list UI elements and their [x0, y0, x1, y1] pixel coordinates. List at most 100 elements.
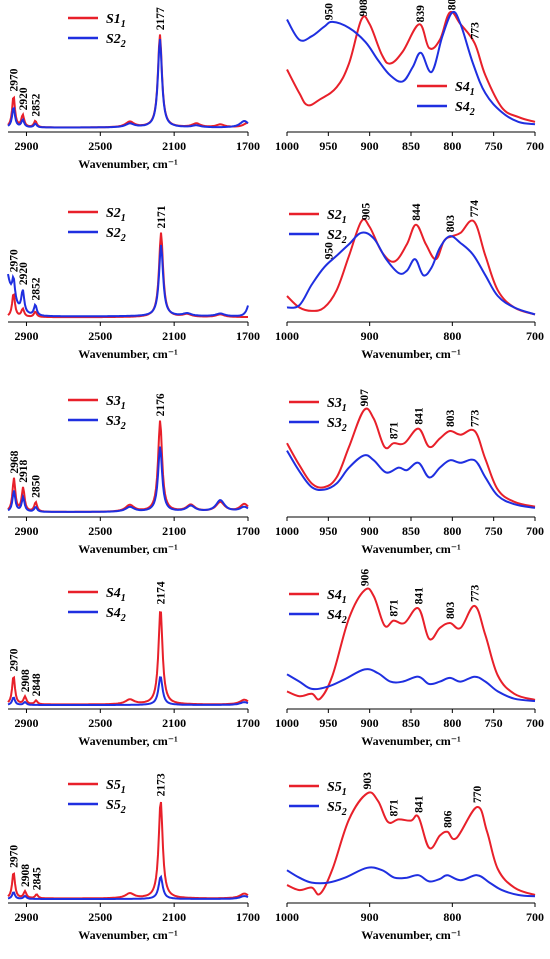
x-tick-label: 2500 — [88, 910, 112, 924]
x-tick-label: 1700 — [236, 910, 260, 924]
peak-label: 907 — [359, 389, 371, 407]
spectrum-panel: 2900 2500 2100 1700 Wavenumber, cm⁻¹ S11 S22 29… — [7, 7, 260, 171]
x-axis-label: Wavenumber, cm⁻¹ — [361, 347, 461, 361]
peak-label: 950 — [323, 3, 335, 21]
peak-label: 2171 — [156, 205, 168, 228]
peak-label: 908 — [358, 0, 370, 17]
x-axis-label: Wavenumber, cm⁻¹ — [78, 928, 178, 942]
x-tick-label: 2900 — [14, 329, 38, 343]
x-tick-label: 1700 — [236, 716, 260, 730]
peak-label: 950 — [323, 242, 335, 260]
x-tick-label: 900 — [361, 139, 379, 153]
series-line — [286, 587, 536, 701]
legend-label: S42 — [106, 606, 126, 624]
legend-label: S22 — [106, 226, 126, 244]
peak-label: 2176 — [155, 393, 167, 416]
peak-label: 2970 — [9, 648, 21, 671]
x-tick-label: 700 — [526, 139, 544, 153]
peak-label: 2850 — [31, 475, 43, 498]
peak-label: 806 — [442, 810, 454, 828]
spectrum-panel: 1000 900 800 700 Wavenumber, cm⁻¹ S51 S52 903 87… — [275, 772, 544, 942]
x-tick-label: 900 — [361, 716, 379, 730]
series-line — [286, 10, 536, 123]
peak-label: 841 — [413, 407, 425, 425]
series-line — [286, 10, 536, 126]
x-tick-label: 2900 — [14, 139, 38, 153]
series-line — [7, 676, 249, 706]
x-axis-label: Wavenumber, cm⁻¹ — [361, 928, 461, 942]
series-line — [286, 450, 536, 509]
series-line — [7, 232, 248, 319]
x-tick-label: 1700 — [236, 329, 260, 343]
x-tick-label: 750 — [485, 524, 503, 538]
peak-label: 770 — [472, 785, 484, 803]
series-line — [286, 407, 536, 508]
series-line — [7, 39, 249, 129]
x-tick-label: 700 — [526, 716, 544, 730]
peak-label: 773 — [470, 22, 482, 40]
x-tick-label: 1700 — [236, 139, 260, 153]
peak-label: 839 — [415, 5, 427, 23]
peak-label: 2173 — [156, 773, 168, 796]
peak-label: 774 — [469, 200, 481, 218]
peak-label: 871 — [389, 599, 401, 617]
series-line — [7, 801, 249, 900]
legend-label: S41 — [106, 586, 126, 604]
peak-label: 2918 — [18, 460, 30, 483]
peak-label: 2177 — [155, 7, 167, 30]
spectrum-panel: 1000 950 900 850 800 750 700 S41 S42 950 908 839 801… — [275, 0, 544, 153]
x-axis-label: Wavenumber, cm⁻¹ — [361, 542, 461, 556]
peak-label: 871 — [389, 799, 401, 817]
peak-label: 903 — [362, 772, 374, 790]
x-tick-label: 700 — [526, 329, 544, 343]
x-axis-label: Wavenumber, cm⁻¹ — [78, 542, 178, 556]
x-tick-label: 700 — [526, 910, 544, 924]
legend-label: S51 — [327, 780, 347, 798]
x-tick-label: 1700 — [236, 524, 260, 538]
series-line — [7, 611, 249, 706]
x-tick-label: 850 — [402, 524, 420, 538]
peak-label: 2920 — [18, 262, 30, 285]
legend-label: S32 — [106, 414, 126, 432]
x-axis-label: Wavenumber, cm⁻¹ — [78, 347, 178, 361]
peak-label: 906 — [360, 569, 372, 587]
x-tick-label: 2500 — [88, 329, 112, 343]
x-tick-label: 850 — [402, 716, 420, 730]
legend-label: S52 — [327, 800, 347, 818]
legend-label: S31 — [106, 394, 126, 412]
x-tick-label: 850 — [402, 139, 420, 153]
legend-label: S42 — [327, 608, 347, 626]
x-tick-label: 2500 — [88, 524, 112, 538]
x-tick-label: 800 — [443, 716, 461, 730]
peak-label: 841 — [413, 587, 425, 605]
x-tick-label: 2100 — [162, 524, 186, 538]
x-tick-label: 900 — [361, 524, 379, 538]
x-tick-label: 1000 — [275, 139, 299, 153]
x-tick-label: 950 — [319, 139, 337, 153]
legend-label: S21 — [327, 208, 347, 226]
x-tick-label: 750 — [485, 716, 503, 730]
legend-label: S22 — [327, 228, 347, 246]
x-tick-label: 2900 — [14, 716, 38, 730]
spectrum-panel: 1000 950 900 850 800 750 700 Wavenumber, cm⁻¹ S3… — [275, 389, 544, 556]
x-tick-label: 950 — [319, 716, 337, 730]
peak-label: 803 — [445, 602, 457, 620]
peak-label: 801 — [447, 0, 459, 10]
peak-label: 2968 — [9, 450, 21, 473]
x-tick-label: 1000 — [275, 910, 299, 924]
spectrum-panel: 2900 2500 2100 1700 Wavenumber, cm⁻¹ S31 S32 29… — [7, 393, 260, 556]
peak-label: 2920 — [18, 87, 30, 110]
series-line — [7, 420, 249, 513]
x-tick-label: 2100 — [162, 910, 186, 924]
x-tick-label: 800 — [443, 524, 461, 538]
x-tick-label: 1000 — [275, 524, 299, 538]
x-tick-label: 2100 — [162, 139, 186, 153]
peak-label: 773 — [470, 410, 482, 428]
x-axis-label: Wavenumber, cm⁻¹ — [78, 157, 178, 171]
peak-label: 2970 — [9, 68, 21, 91]
peak-label: 841 — [413, 795, 425, 813]
legend-label: S11 — [106, 12, 126, 30]
x-tick-label: 800 — [443, 910, 461, 924]
peak-label: 2845 — [32, 867, 44, 890]
